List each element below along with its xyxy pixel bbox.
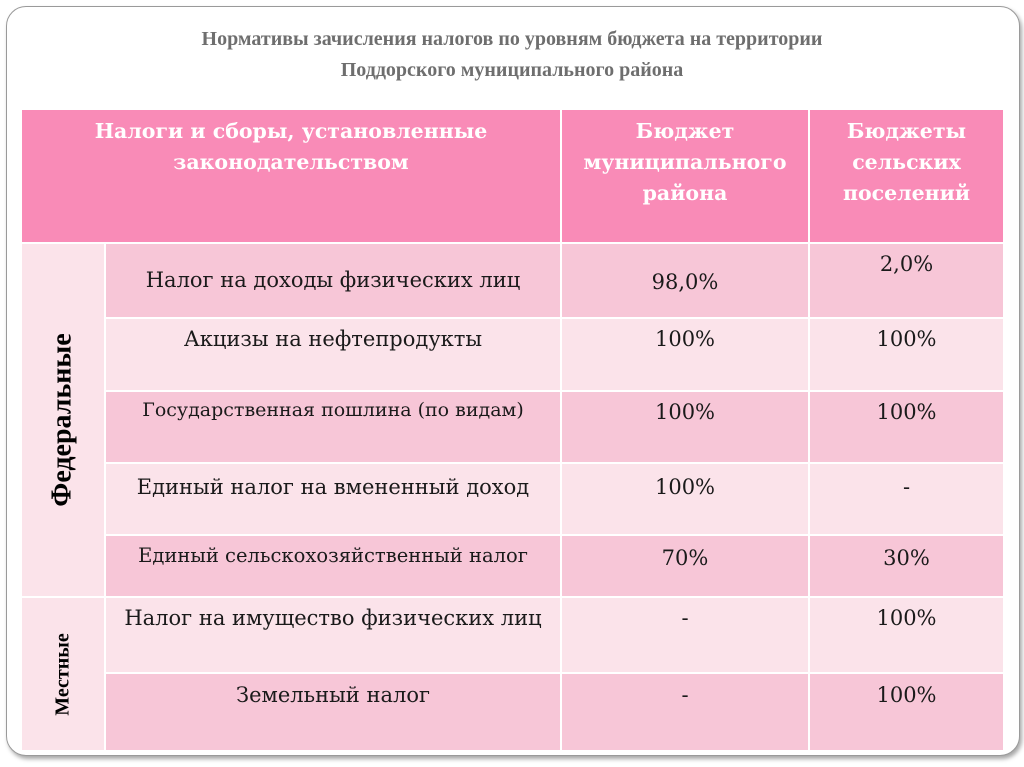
- header-taxes: Налоги и сборы, установленные законодате…: [22, 110, 560, 242]
- group-local: Местные: [22, 598, 104, 750]
- table-row-name: Акцизы на нефтепродукты: [106, 319, 560, 390]
- table-row-name: Земельный налог: [106, 674, 560, 750]
- slide-title: Нормативы зачисления налогов по уровням …: [40, 24, 984, 86]
- table-row-name: Государственная пошлина (по видам): [106, 392, 560, 462]
- title-line-2: Поддорского муниципального района: [340, 59, 684, 81]
- table-row-name: Единый налог на вмененный доход: [106, 464, 560, 534]
- table-row-name: Налог на имущество физических лиц: [106, 598, 560, 672]
- table-row-municipal: 100%: [562, 392, 808, 462]
- table-row-municipal: 100%: [562, 464, 808, 534]
- table-row-rural: -: [810, 464, 1003, 534]
- table-row-rural: 30%: [810, 536, 1003, 596]
- group-federal: Федеральные: [22, 244, 104, 596]
- header-rural-label: Бюджеты сельских поселений: [842, 119, 971, 205]
- title-line-1: Нормативы зачисления налогов по уровням …: [201, 28, 823, 50]
- table-row-rural: 100%: [810, 598, 1003, 672]
- table-row-municipal: 70%: [562, 536, 808, 596]
- group-local-label: Местные: [51, 632, 74, 716]
- header-rural-budgets: Бюджеты сельских поселений: [810, 110, 1003, 242]
- tax-table: Налоги и сборы, установленные законодате…: [22, 110, 1003, 750]
- table-row-municipal: 100%: [562, 319, 808, 390]
- table-row-municipal: 98,0%: [562, 244, 808, 317]
- header-municipal-budget: Бюджет муниципального района: [562, 110, 808, 242]
- table-row-rural: 100%: [810, 392, 1003, 462]
- table-row-rural: 2,0%: [810, 244, 1003, 317]
- table-row-municipal: -: [562, 674, 808, 750]
- header-municipal-label: Бюджет муниципального района: [583, 119, 787, 205]
- table-row-rural: 100%: [810, 674, 1003, 750]
- table-row-municipal: -: [562, 598, 808, 672]
- header-taxes-label: Налоги и сборы, установленные законодате…: [94, 119, 488, 174]
- group-federal-label: Федеральные: [47, 333, 78, 507]
- table-row-name: Единый сельскохозяйственный налог: [106, 536, 560, 596]
- table-row-rural: 100%: [810, 319, 1003, 390]
- table-row-name: Налог на доходы физических лиц: [106, 244, 560, 317]
